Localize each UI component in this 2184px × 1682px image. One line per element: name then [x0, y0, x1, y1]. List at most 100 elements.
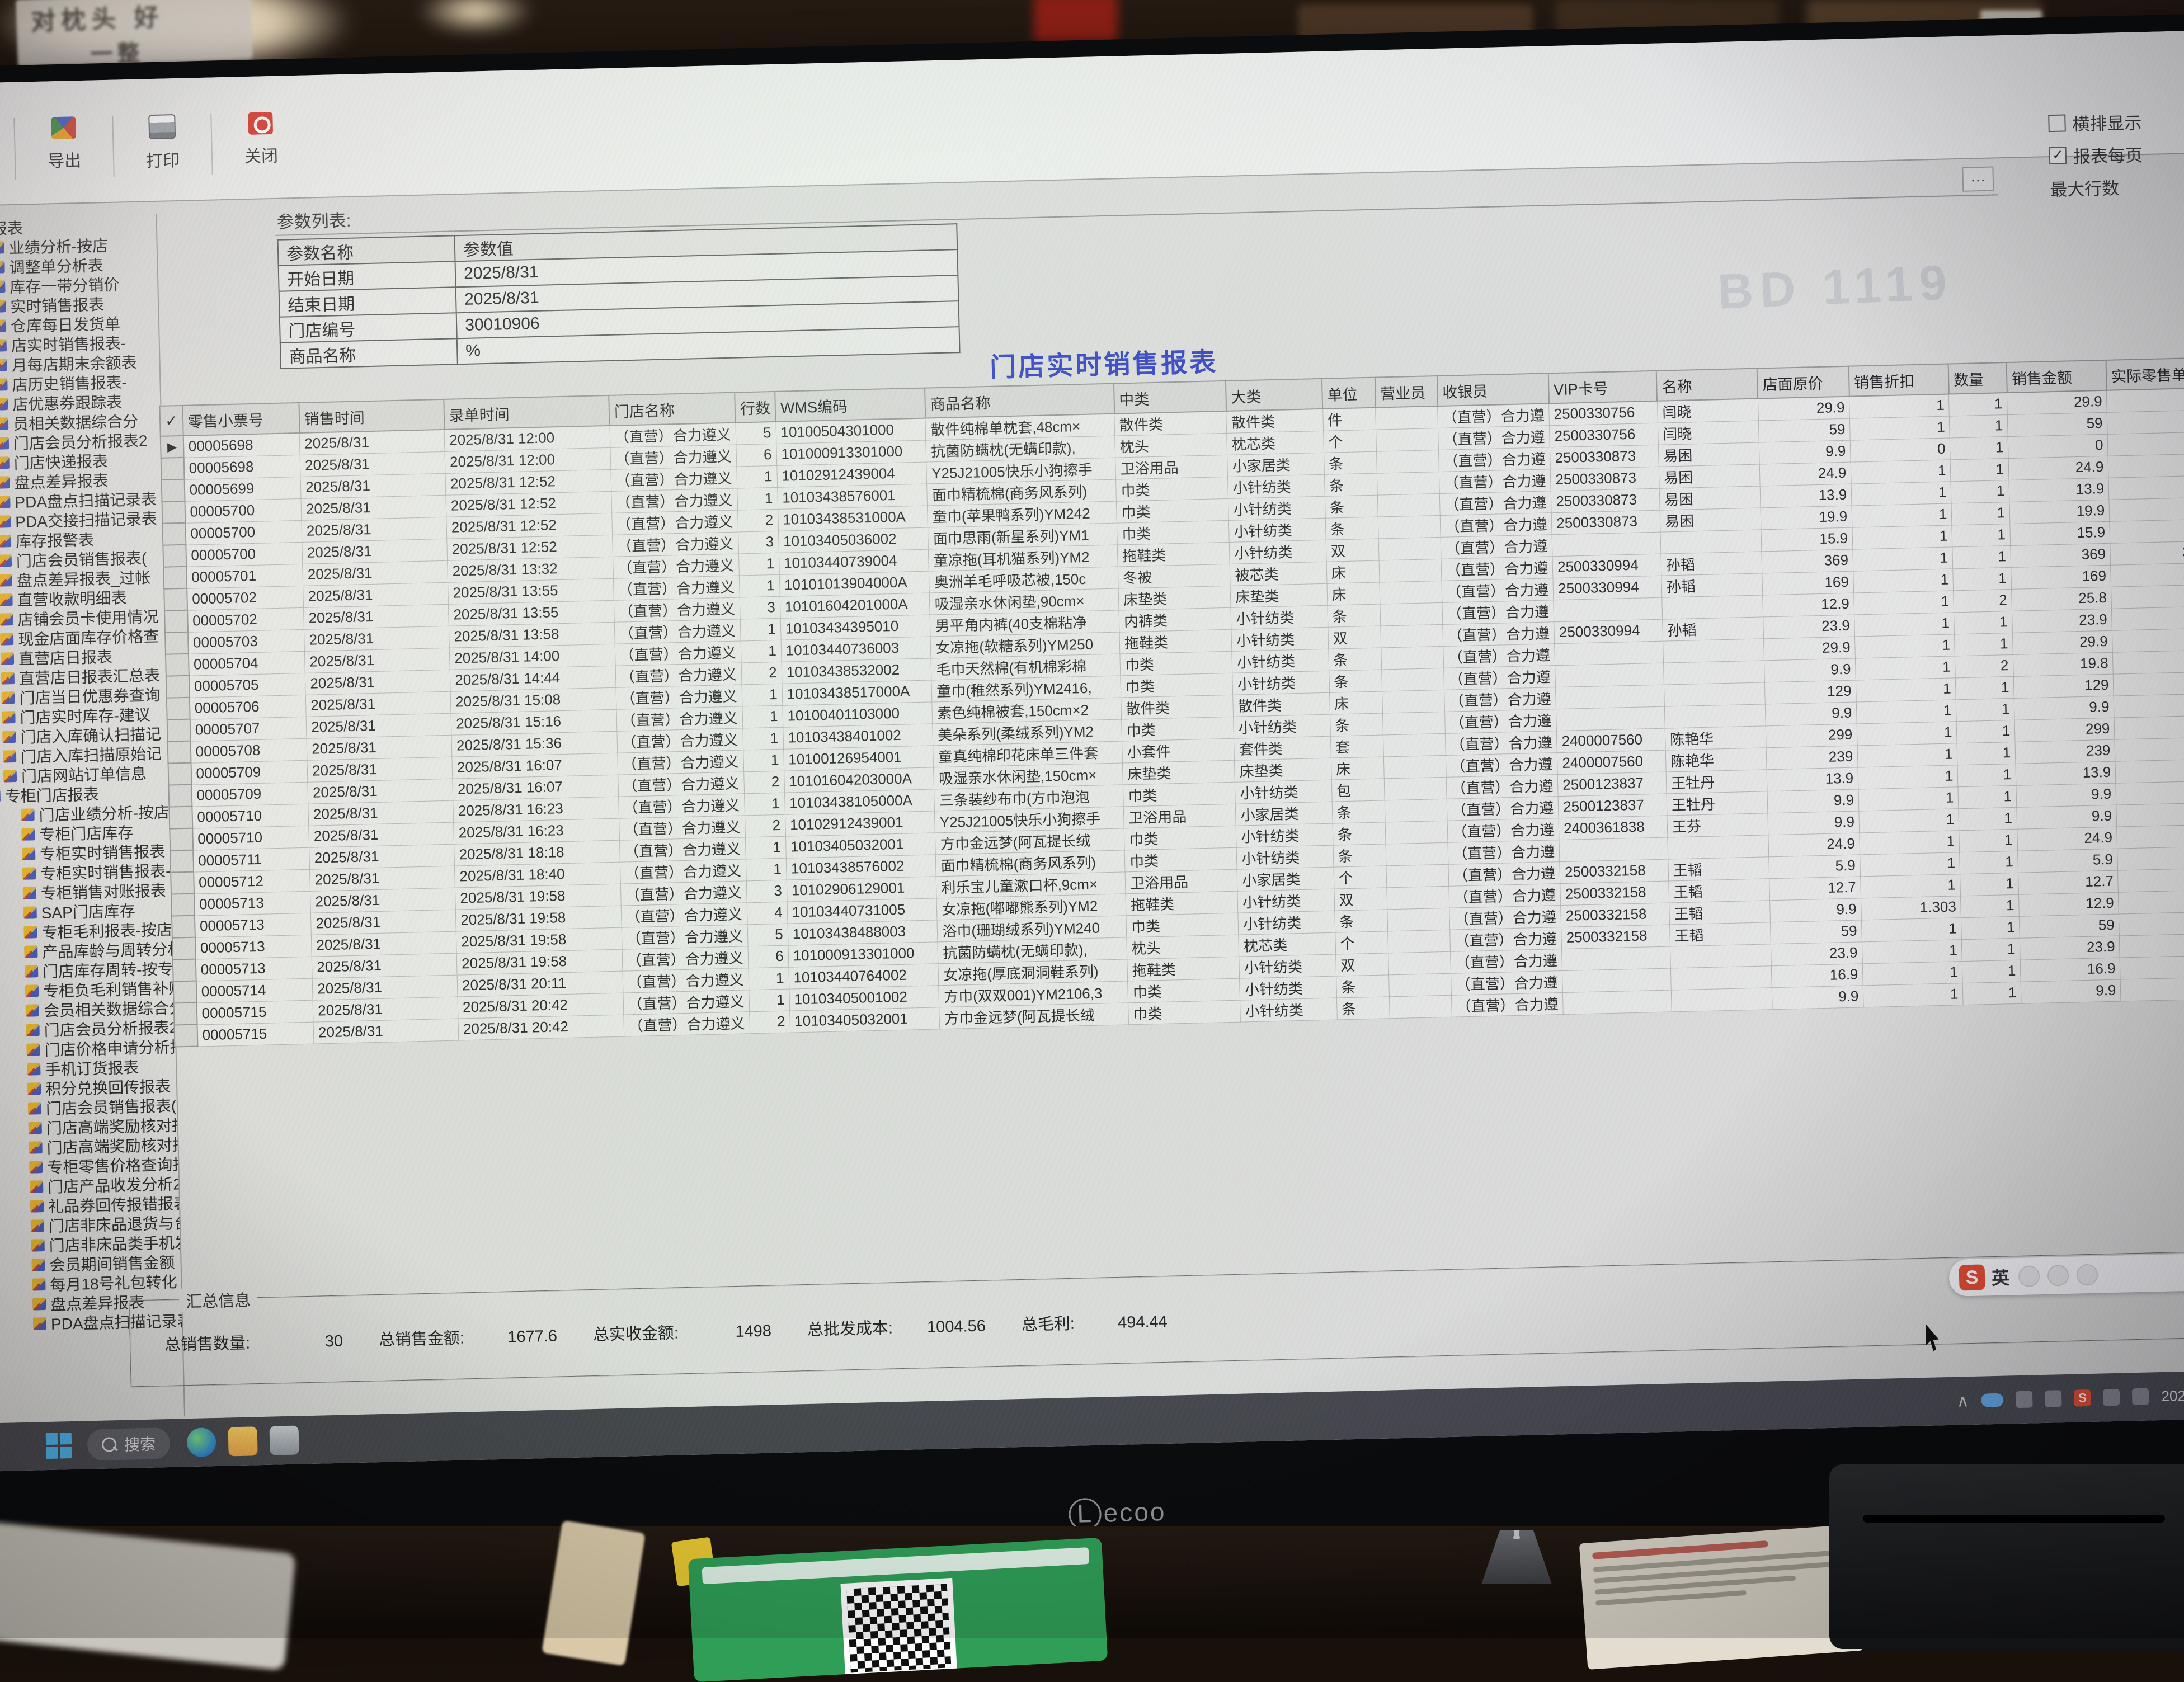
- row-selector[interactable]: [174, 1003, 197, 1025]
- row-selector[interactable]: [162, 523, 186, 545]
- cell-sale-date[interactable]: 2025/8/31: [312, 975, 458, 1000]
- row-selector[interactable]: [171, 894, 195, 916]
- search-input[interactable]: 搜索: [87, 1427, 171, 1460]
- row-selector[interactable]: [168, 741, 191, 764]
- row-selector[interactable]: [163, 567, 187, 589]
- cell-sale-date[interactable]: 2025/8/31: [303, 582, 449, 607]
- col-big-class[interactable]: 大类: [1226, 379, 1323, 411]
- col-line-no[interactable]: 行数: [735, 392, 775, 423]
- cell-sale-date[interactable]: 2025/8/31: [305, 648, 450, 673]
- row-selector[interactable]: [163, 545, 186, 567]
- col-store[interactable]: 门店名称: [609, 393, 735, 426]
- col-unit-price[interactable]: 实际零售单价: [2106, 358, 2184, 390]
- emoji-icon[interactable]: [2018, 1265, 2040, 1287]
- col-select[interactable]: ✓: [159, 406, 183, 436]
- cell-sale-date[interactable]: 2025/8/31: [310, 866, 455, 891]
- col-cashier[interactable]: 收银员: [1437, 373, 1549, 406]
- volume-icon[interactable]: [2132, 1388, 2149, 1406]
- row-selector[interactable]: [168, 785, 192, 807]
- cell-sale-date[interactable]: 2025/8/31: [311, 931, 456, 957]
- cloud-sync-icon[interactable]: [1981, 1393, 2004, 1407]
- col-entry-time[interactable]: 录单时间: [444, 395, 610, 430]
- cell-sale-date[interactable]: 2025/8/31: [308, 800, 454, 826]
- cell-sale-date[interactable]: 2025/8/31: [311, 910, 456, 935]
- analyze-button[interactable]: 析: [0, 118, 8, 174]
- cell-sale-date[interactable]: 2025/8/31: [300, 473, 446, 498]
- checkbox-icon[interactable]: [2048, 114, 2066, 132]
- cell-sale-date[interactable]: 2025/8/31: [308, 779, 453, 804]
- row-selector[interactable]: [173, 959, 196, 982]
- cell-sale-date[interactable]: 2025/8/31: [302, 539, 448, 564]
- cell-sale-date[interactable]: 2025/8/31: [302, 517, 447, 542]
- row-selector[interactable]: [170, 828, 193, 851]
- row-selector[interactable]: [172, 916, 195, 938]
- row-selector[interactable]: [167, 698, 190, 720]
- row-selector[interactable]: [164, 610, 188, 633]
- option-landscape[interactable]: 横排显示: [2048, 102, 2184, 139]
- clock-date[interactable]: 2025/8/31: [2161, 1386, 2184, 1405]
- row-selector[interactable]: [170, 850, 194, 873]
- params-more-button[interactable]: …: [1962, 166, 1994, 191]
- col-wms[interactable]: WMS编码: [775, 388, 925, 422]
- cell-sale-date[interactable]: 2025/8/31: [299, 430, 445, 455]
- cell-sale-date[interactable]: 2025/8/31: [307, 735, 452, 760]
- folder-icon[interactable]: [228, 1426, 258, 1456]
- cell-sale-date[interactable]: 2025/8/31: [312, 953, 457, 978]
- row-selector[interactable]: [162, 501, 185, 524]
- row-selector[interactable]: [171, 872, 194, 894]
- col-price[interactable]: 店面原价: [1757, 366, 1849, 399]
- row-selector[interactable]: [167, 719, 191, 742]
- row-selector[interactable]: [162, 479, 185, 502]
- keyboard-icon[interactable]: [2077, 1264, 2098, 1286]
- cell-sale-date[interactable]: 2025/8/31: [304, 626, 450, 651]
- row-selector[interactable]: [168, 763, 192, 785]
- print-button[interactable]: 打印: [120, 114, 205, 173]
- row-selector[interactable]: [173, 981, 197, 1003]
- tray-app-icon[interactable]: [2016, 1391, 2033, 1408]
- printer-app-icon[interactable]: [270, 1425, 299, 1455]
- row-selector[interactable]: [166, 654, 189, 676]
- col-vip-name[interactable]: 名称: [1656, 369, 1758, 401]
- cell-sale-date[interactable]: 2025/8/31: [313, 1019, 459, 1044]
- row-selector[interactable]: [172, 937, 196, 960]
- col-mid-class[interactable]: 中类: [1114, 381, 1227, 414]
- cell-sale-date[interactable]: 2025/8/31: [300, 451, 445, 477]
- cell-sale-date[interactable]: 2025/8/31: [309, 822, 454, 847]
- col-discount[interactable]: 销售折扣: [1848, 364, 1948, 396]
- cell-sale-date[interactable]: 2025/8/31: [304, 604, 449, 629]
- col-salesperson[interactable]: 营业员: [1375, 376, 1437, 408]
- cell-sale-date[interactable]: 2025/8/31: [307, 757, 453, 782]
- col-product[interactable]: 商品名称: [925, 384, 1114, 418]
- row-selector[interactable]: [175, 1025, 198, 1047]
- report-tree-sidebar[interactable]: 报表 业绩分析-按店 调整单分析表 库存一带分销价: [0, 214, 185, 1421]
- row-selector[interactable]: [161, 458, 185, 480]
- start-button[interactable]: [46, 1433, 72, 1459]
- cell-sale-date[interactable]: 2025/8/31: [306, 713, 451, 738]
- cell-sale-date[interactable]: 2025/8/31: [303, 560, 448, 586]
- col-ticket[interactable]: 零售小票号: [182, 403, 299, 436]
- cell-sale-date[interactable]: 2025/8/31: [310, 888, 456, 913]
- col-vip[interactable]: VIP卡号: [1548, 371, 1657, 404]
- browser-icon[interactable]: [187, 1427, 216, 1457]
- row-selector[interactable]: [169, 807, 192, 829]
- cell-sale-date[interactable]: 2025/8/31: [305, 691, 451, 717]
- ime-toolbar[interactable]: S 英: [1948, 1254, 2184, 1297]
- cell-sale-date[interactable]: 2025/8/31: [309, 844, 455, 869]
- col-amount[interactable]: 销售金额: [2006, 360, 2106, 393]
- close-button[interactable]: 关闭: [218, 111, 303, 168]
- row-selector[interactable]: [165, 632, 189, 654]
- row-selector[interactable]: [166, 676, 190, 698]
- checkbox-icon[interactable]: ✓: [2049, 147, 2067, 164]
- sogou-logo-icon[interactable]: S: [1959, 1264, 1985, 1290]
- cast-icon[interactable]: [2103, 1389, 2120, 1406]
- export-button[interactable]: 导出: [21, 116, 106, 173]
- mic-icon[interactable]: [2048, 1265, 2069, 1287]
- option-report-page[interactable]: ✓ 报表每页: [2049, 134, 2184, 172]
- row-selector[interactable]: ▶: [161, 436, 184, 458]
- col-sale-date[interactable]: 销售时间: [299, 399, 444, 433]
- col-unit[interactable]: 单位: [1322, 378, 1376, 409]
- row-selector[interactable]: [164, 588, 187, 611]
- tray-app-icon[interactable]: [2045, 1390, 2062, 1407]
- col-qty[interactable]: 数量: [1948, 362, 2007, 394]
- cell-sale-date[interactable]: 2025/8/31: [313, 997, 458, 1022]
